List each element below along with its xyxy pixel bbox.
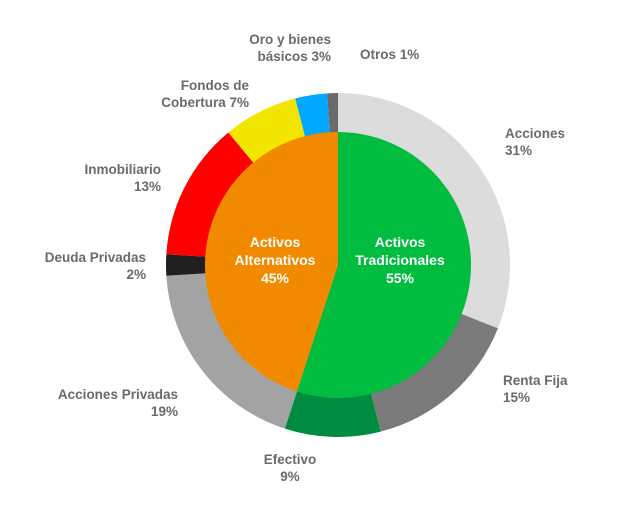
- label-acciones-privadas: Acciones Privadas 19%: [57, 387, 178, 419]
- inner-slice-0: [296, 132, 471, 398]
- label-oro-y-bienes-basicos: Oro y bienes básicos 3%: [249, 32, 331, 64]
- label-efectivo: Efectivo 9%: [263, 452, 317, 484]
- label-inmobiliario: Inmobiliario 13%: [84, 162, 161, 194]
- label-otros: Otros 1%: [360, 47, 420, 62]
- inner-slice-1: [205, 132, 338, 392]
- label-activos-alternativos: Activos Alternativos 45%: [234, 234, 316, 286]
- label-renta-fija: Renta Fija 15%: [503, 373, 568, 405]
- label-fondos-de-cobertura: Fondos de Cobertura 7%: [161, 78, 249, 110]
- label-activos-tradicionales: Activos Tradicionales 55%: [355, 234, 445, 286]
- label-deuda-privadas: Deuda Privadas 2%: [44, 250, 146, 282]
- label-acciones: Acciones 31%: [505, 126, 566, 158]
